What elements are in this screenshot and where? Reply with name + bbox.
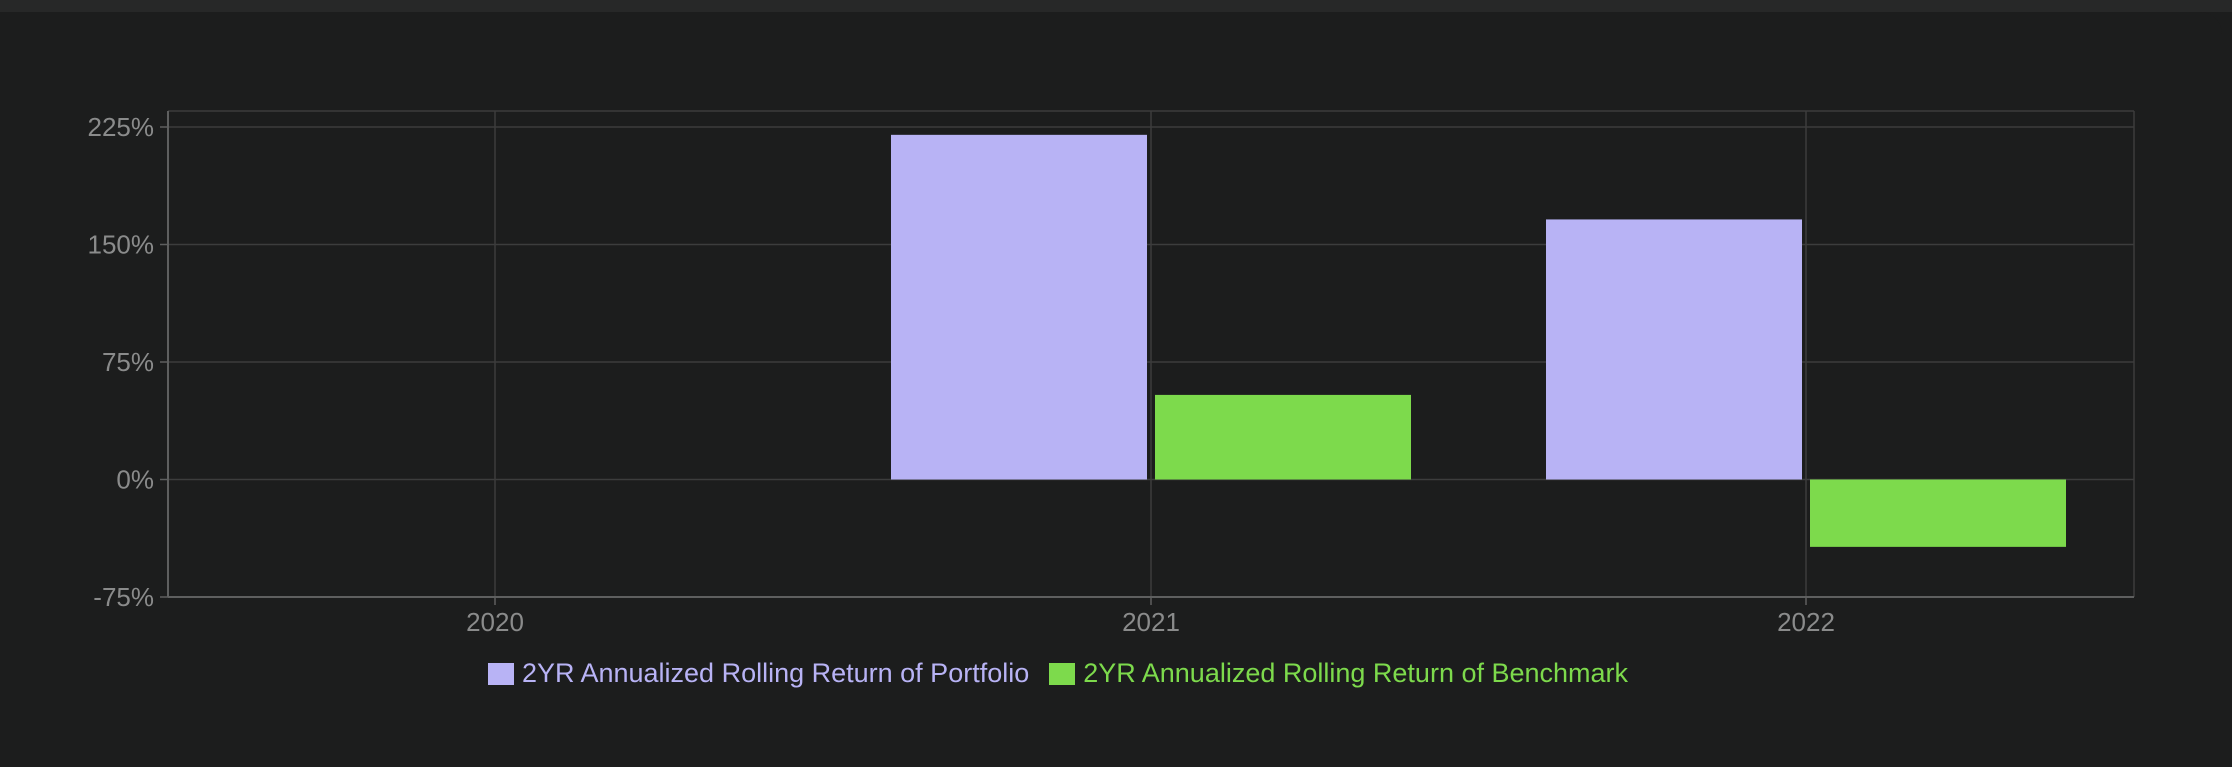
bar-portfolio-2022 bbox=[1546, 219, 1802, 480]
grid-lines bbox=[168, 110, 2135, 597]
bar-benchmark-2021 bbox=[1155, 394, 1411, 480]
x-tick-label: 2020 bbox=[466, 607, 524, 637]
legend-swatch-benchmark bbox=[1049, 662, 1076, 685]
tick-labels: 225% 150% 75% 0% -75% 2020 2021 2022 bbox=[88, 112, 1835, 637]
legend-item-benchmark[interactable]: 2YR Annualized Rolling Return of Benchma… bbox=[1049, 658, 1628, 689]
chart-legend: 2YR Annualized Rolling Return of Portfol… bbox=[0, 658, 2232, 689]
legend-item-portfolio[interactable]: 2YR Annualized Rolling Return of Portfol… bbox=[487, 658, 1030, 689]
y-tick-label: 75% bbox=[102, 347, 154, 377]
axes bbox=[160, 111, 2134, 605]
bars bbox=[891, 134, 2066, 547]
x-tick-label: 2021 bbox=[1122, 607, 1180, 637]
legend-label-portfolio: 2YR Annualized Rolling Return of Portfol… bbox=[521, 658, 1030, 688]
bar-portfolio-2021 bbox=[891, 134, 1147, 480]
y-tick-label: -75% bbox=[93, 582, 154, 612]
legend-swatch-portfolio bbox=[487, 662, 514, 685]
y-tick-label: 150% bbox=[88, 230, 155, 260]
y-tick-label: 225% bbox=[88, 112, 155, 142]
bar-benchmark-2022 bbox=[1810, 479, 2066, 547]
window-top-strip bbox=[0, 0, 2232, 12]
legend-label-benchmark: 2YR Annualized Rolling Return of Benchma… bbox=[1083, 658, 1629, 688]
x-tick-label: 2022 bbox=[1777, 607, 1835, 637]
y-tick-label: 0% bbox=[116, 465, 154, 495]
